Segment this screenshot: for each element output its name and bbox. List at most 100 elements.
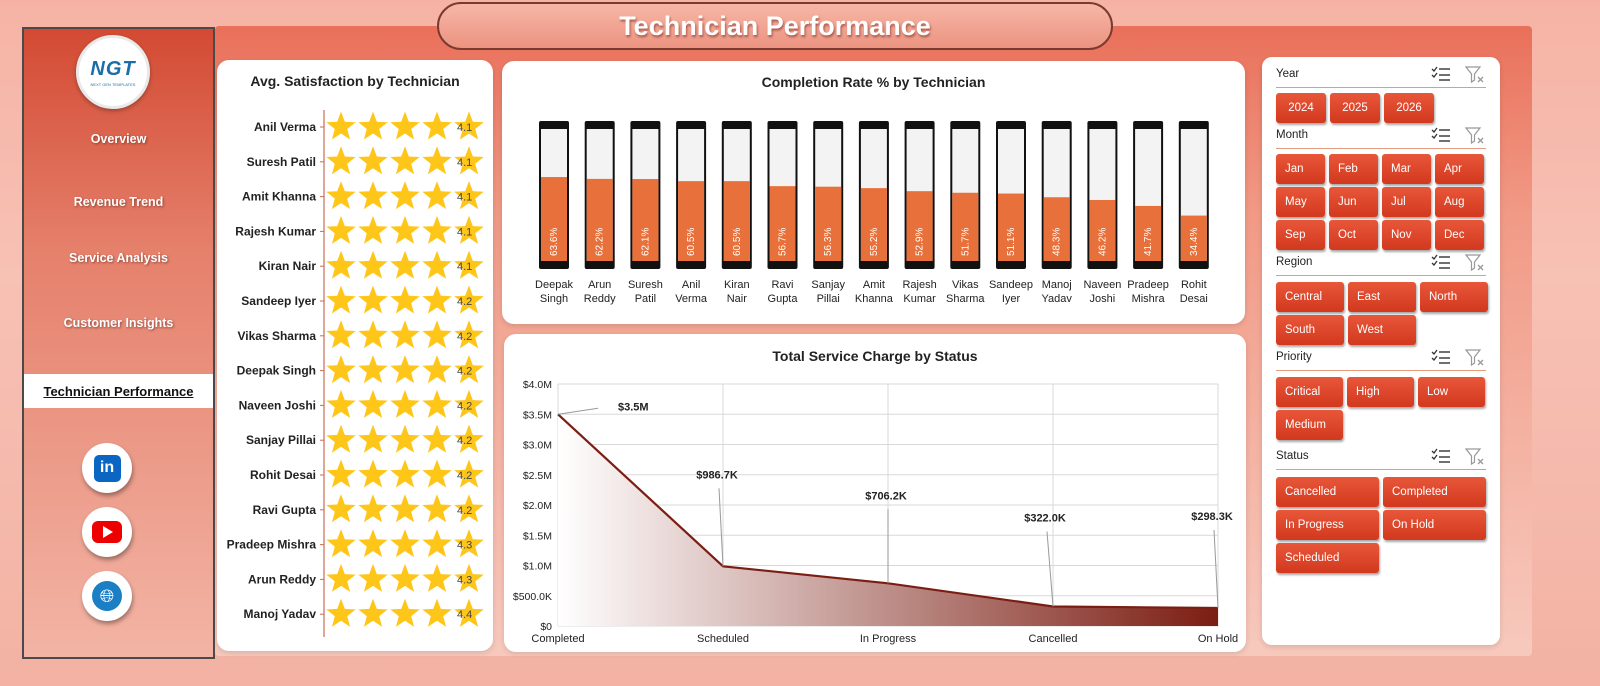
completion-name-label: Deepak: [535, 279, 573, 291]
slicer-chip-priority-high[interactable]: High: [1347, 377, 1414, 407]
star-icon: [390, 215, 420, 244]
slicer-chip-region-south[interactable]: South: [1276, 315, 1344, 345]
star-icon: [326, 494, 356, 523]
globe-icon: 🌐︎: [92, 581, 122, 611]
slicer-chip-month-jan[interactable]: Jan: [1276, 154, 1325, 184]
slicer-panel: Year 2024 2025 2026 Month Jan Feb Mar Apr May Ju…: [1262, 57, 1500, 645]
star-icon: [454, 146, 484, 175]
star-icon: [390, 250, 420, 279]
star-icon: [390, 181, 420, 210]
star-icon: [390, 598, 420, 627]
slicer-chip-month-apr[interactable]: Apr: [1435, 154, 1484, 184]
satisfaction-value-label: 4.2: [457, 296, 472, 308]
star-icon: [454, 389, 484, 418]
star-icon: [454, 459, 484, 488]
slicer-chip-region-central[interactable]: Central: [1276, 282, 1344, 312]
slicer-chip-month-dec[interactable]: Dec: [1435, 220, 1484, 250]
slicer-chip-month-oct[interactable]: Oct: [1329, 220, 1378, 250]
slicer-chip-year-2025[interactable]: 2025: [1330, 93, 1380, 123]
clear-filter-icon[interactable]: [1464, 254, 1485, 272]
slicer-chip-status-in-progress[interactable]: In Progress: [1276, 510, 1379, 540]
completion-bar: [541, 177, 567, 261]
y-tick-label: $2.0M: [523, 500, 552, 512]
completion-value-label: 46.2%: [1097, 228, 1108, 256]
y-tick-label: $4.0M: [523, 379, 552, 391]
completion-bar: [632, 179, 659, 261]
star-icon: [358, 355, 388, 384]
slicer-chip-region-north[interactable]: North: [1420, 282, 1488, 312]
y-tick-label: $500.0K: [513, 591, 552, 603]
multi-select-icon[interactable]: [1431, 254, 1451, 270]
data-label-leader: [557, 407, 599, 415]
star-icon: [326, 389, 356, 418]
technician-name-label: Sandeep Iyer: [241, 294, 316, 308]
slicer-chip-month-sep[interactable]: Sep: [1276, 220, 1325, 250]
completion-bar: [723, 181, 750, 261]
nav-revenue-trend[interactable]: Revenue Trend: [73, 195, 164, 209]
slicer-chip-status-cancelled[interactable]: Cancelled: [1276, 477, 1379, 507]
slicer-header-region: Region: [1276, 252, 1486, 276]
satisfaction-value-label: 4.2: [457, 505, 472, 517]
slicer-chip-month-jun[interactable]: Jun: [1329, 187, 1378, 217]
clear-filter-icon[interactable]: [1464, 448, 1485, 466]
slicer-header-year: Year: [1276, 64, 1486, 88]
nav-technician-performance[interactable]: Technician Performance: [24, 374, 213, 408]
completion-bar: [1180, 215, 1207, 261]
completion-name-label: Pradeep: [1127, 279, 1169, 291]
multi-select-icon[interactable]: [1431, 448, 1451, 464]
star-icon: [390, 111, 420, 140]
star-icon: [390, 146, 420, 175]
multi-select-icon[interactable]: [1431, 66, 1451, 82]
data-label: $706.2K: [865, 490, 907, 502]
slicer-chip-year-2024[interactable]: 2024: [1276, 93, 1326, 123]
slicer-chip-month-may[interactable]: May: [1276, 187, 1325, 217]
star-icon: [422, 215, 452, 244]
star-icon: [358, 494, 388, 523]
completion-value-label: 56.3%: [823, 228, 834, 256]
satisfaction-value-label: 4.2: [457, 435, 472, 447]
slicer-chip-status-scheduled[interactable]: Scheduled: [1276, 543, 1379, 573]
star-icon: [326, 320, 356, 349]
slicer-chip-year-2026[interactable]: 2026: [1384, 93, 1434, 123]
slicer-chip-region-west[interactable]: West: [1348, 315, 1416, 345]
completion-name-label: Verma: [675, 293, 708, 305]
star-icon: [454, 285, 484, 314]
clear-filter-icon[interactable]: [1464, 127, 1485, 145]
star-icon: [454, 424, 484, 453]
website-button[interactable]: 🌐︎: [82, 571, 132, 621]
nav-customer-insights[interactable]: Customer Insights: [63, 316, 174, 330]
multi-select-icon[interactable]: [1431, 127, 1451, 143]
satisfaction-chart: Anil Verma 4.1 Suresh Patil 4.1 Amit Khanna 4…: [227, 110, 484, 637]
multi-select-icon[interactable]: [1431, 349, 1451, 365]
nav-overview[interactable]: Overview: [90, 132, 147, 146]
slicer-chip-status-on-hold[interactable]: On Hold: [1383, 510, 1486, 540]
slicer-chip-priority-critical[interactable]: Critical: [1276, 377, 1343, 407]
clear-filter-icon[interactable]: [1464, 349, 1485, 367]
star-icon: [422, 529, 452, 558]
slicer-chip-priority-low[interactable]: Low: [1418, 377, 1485, 407]
satisfaction-value-label: 4.2: [457, 470, 472, 482]
star-icon: [390, 285, 420, 314]
star-icon: [358, 320, 388, 349]
slicer-label-month: Month: [1276, 129, 1308, 141]
slicer-chip-month-mar[interactable]: Mar: [1382, 154, 1431, 184]
completion-name-label: Suresh: [628, 279, 663, 291]
slicer-chip-month-nov[interactable]: Nov: [1382, 220, 1431, 250]
slicer-chip-month-aug[interactable]: Aug: [1435, 187, 1484, 217]
slicer-chip-month-feb[interactable]: Feb: [1329, 154, 1378, 184]
completion-name-label: Sharma: [946, 293, 985, 305]
slicer-chip-priority-medium[interactable]: Medium: [1276, 410, 1343, 440]
linkedin-button[interactable]: in: [82, 443, 132, 493]
youtube-button[interactable]: [82, 507, 132, 557]
star-icon: [358, 250, 388, 279]
slicer-chip-region-east[interactable]: East: [1348, 282, 1416, 312]
slicer-chip-month-jul[interactable]: Jul: [1382, 187, 1431, 217]
y-tick-label: $3.5M: [523, 409, 552, 421]
star-icon: [422, 598, 452, 627]
clear-filter-icon[interactable]: [1464, 66, 1485, 84]
slicer-chip-status-completed[interactable]: Completed: [1383, 477, 1486, 507]
nav-service-analysis[interactable]: Service Analysis: [69, 251, 168, 265]
completion-bar: [815, 186, 842, 261]
star-icon: [358, 146, 388, 175]
star-icon: [326, 459, 356, 488]
